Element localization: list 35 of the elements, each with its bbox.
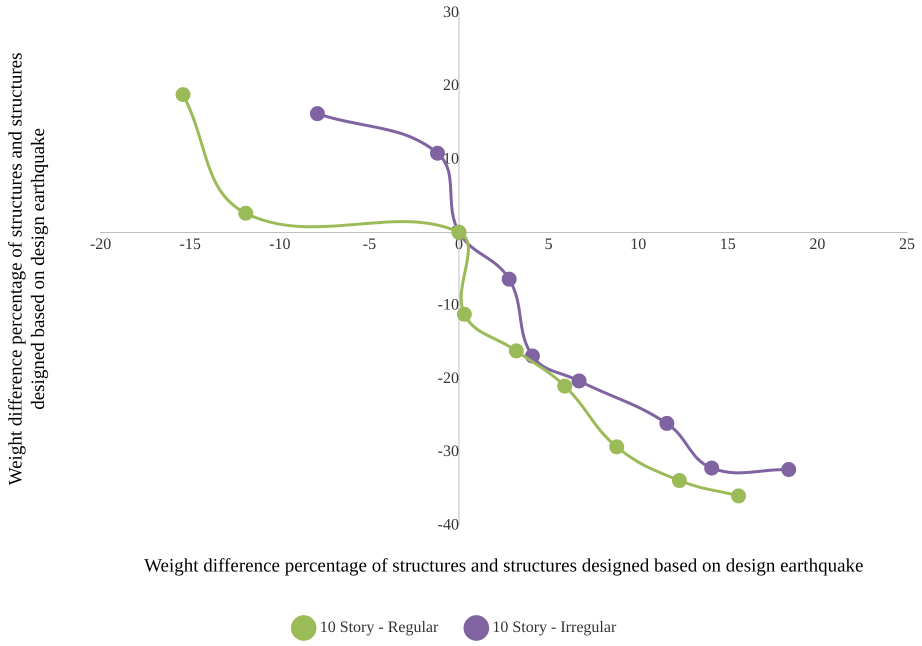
y-tick-label: 20 — [443, 77, 459, 94]
point — [557, 378, 572, 394]
point — [502, 272, 517, 287]
y-tick-label: -30 — [438, 443, 459, 460]
x-tick-label: -10 — [269, 236, 290, 254]
x-tick-label: -15 — [180, 236, 201, 254]
y-tick-label: -10 — [438, 296, 459, 314]
x-tick-label: 10 — [630, 236, 646, 254]
y-axis-title: Weight difference percentage of structures and structures designed based on design earthquake — [5, 52, 50, 486]
point — [572, 373, 587, 388]
y-tick-label: -40 — [438, 516, 459, 534]
point — [781, 462, 796, 478]
point — [176, 87, 191, 102]
x-tick-label: 15 — [720, 236, 736, 254]
point — [609, 439, 624, 454]
y-tick-label: 30 — [443, 4, 459, 21]
y-tick-label: -20 — [438, 370, 459, 387]
point — [704, 460, 720, 476]
x-tick-label: -5 — [362, 236, 376, 254]
point — [456, 306, 472, 322]
point — [508, 343, 524, 358]
point — [731, 488, 746, 504]
legend-label: 10 Story - Irregular — [492, 619, 617, 636]
point — [238, 206, 254, 221]
x-tick-label: 25 — [899, 236, 915, 254]
x-tick-label: -20 — [90, 236, 112, 254]
x-tick-label: 5 — [544, 236, 553, 254]
point — [430, 146, 445, 161]
x-tick-label: 20 — [809, 236, 826, 254]
point — [659, 416, 674, 431]
y-tick-label: 10 — [443, 150, 459, 168]
legend-label: 10 Story - Regular — [320, 619, 440, 636]
point — [310, 106, 325, 122]
x-axis-title: Weight difference percentage of structures and structures designed based on design earthquake — [144, 556, 864, 577]
point — [672, 473, 687, 488]
